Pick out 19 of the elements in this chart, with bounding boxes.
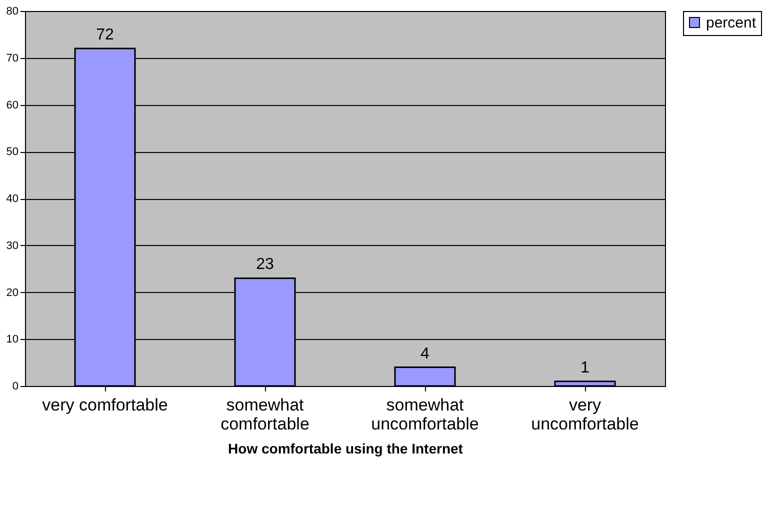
y-tick-label: 70 (6, 52, 18, 64)
data-label: 23 (256, 256, 274, 274)
y-tick-label: 80 (6, 6, 18, 18)
y-tick-label: 40 (6, 193, 18, 205)
y-tick-label: 30 (6, 240, 18, 252)
y-tick-label: 0 (12, 380, 18, 392)
legend-label: percent (706, 14, 757, 32)
y-tick-label: 10 (6, 334, 18, 346)
x-tick-label: very comfortable (42, 396, 168, 414)
data-label: 72 (96, 26, 114, 44)
x-tick-label: somewhat uncomfortable (371, 396, 479, 434)
y-tick-label: 20 (6, 286, 18, 299)
x-tick-label: very uncomfortable (531, 396, 639, 434)
y-tick-label: 60 (6, 99, 18, 112)
x-axis-title: How comfortable using the Internet (228, 440, 464, 456)
x-tick-label: somewhat comfortable (220, 396, 310, 434)
data-label: 4 (420, 345, 430, 362)
data-label: 1 (580, 359, 590, 376)
y-tick-label: 50 (6, 146, 18, 158)
